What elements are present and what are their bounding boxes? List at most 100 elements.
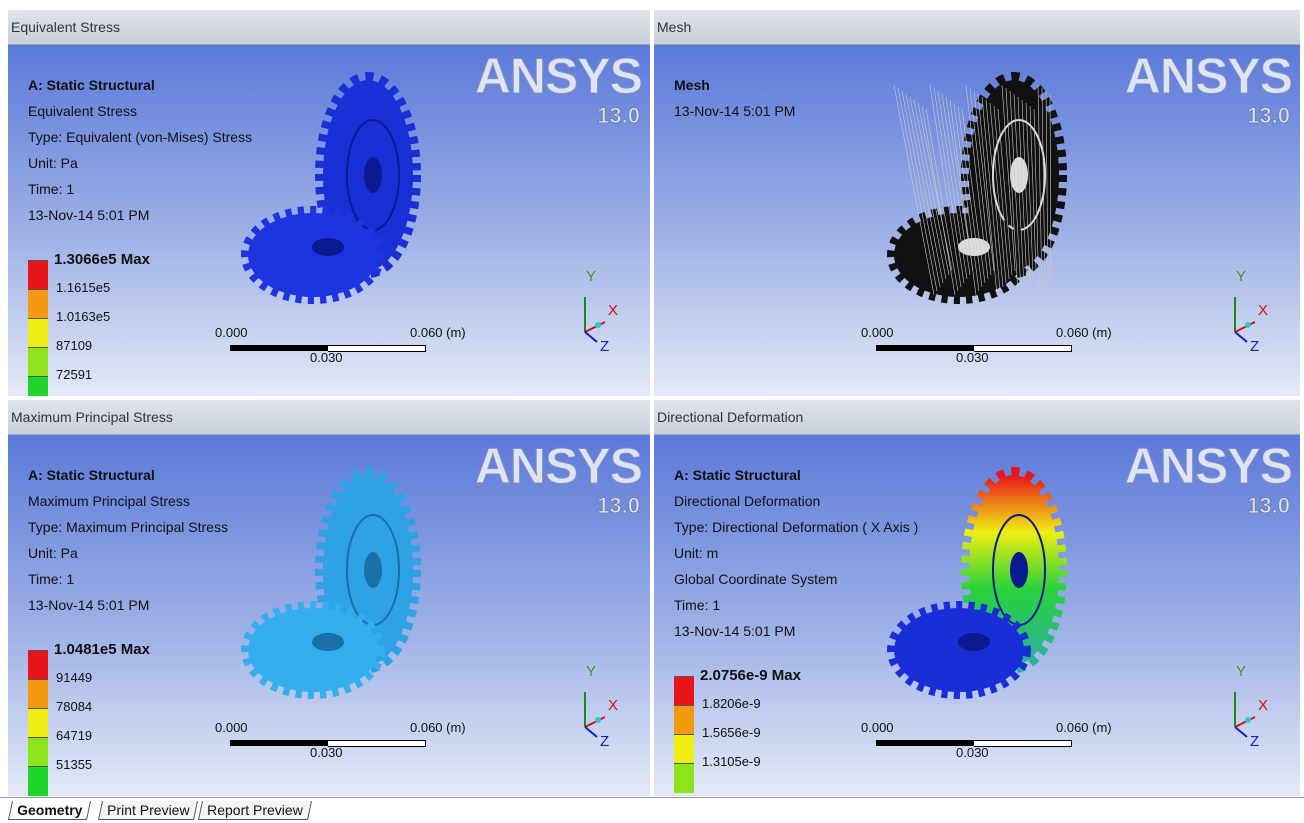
viewport-title: Mesh (654, 10, 1300, 45)
gear-flat (248, 213, 378, 297)
scale-bar-white (328, 740, 426, 747)
legend-label: 87109 (56, 338, 92, 353)
info-line: 13-Nov-14 5:01 PM (674, 623, 795, 639)
viewport-body: A: Static Structural Equivalent Stress Typ… (8, 45, 650, 396)
info-line: Type: Directional Deformation ( X Axis ) (674, 519, 918, 535)
info-line: Unit: Pa (28, 155, 78, 171)
ansys-logo: ANSYS (475, 47, 642, 105)
axis-x (1235, 322, 1255, 332)
axis-label: Z (600, 338, 609, 355)
scale-label: 0.060 (m) (1056, 325, 1112, 340)
axis-z (585, 727, 597, 737)
info-line: Unit: m (674, 545, 718, 561)
scale-label: 0.000 (861, 720, 894, 735)
scale-bar-white (974, 740, 1072, 747)
ansys-logo: ANSYS (475, 437, 642, 495)
legend-label: 1.0163e5 (56, 309, 110, 324)
legend-label: 1.1615e5 (56, 280, 110, 295)
legend-label: 1.3066e5 Max (54, 251, 150, 268)
gear-flat-bore (312, 238, 344, 256)
axis-x (585, 717, 605, 727)
gear-bore (1010, 552, 1028, 588)
gear-flat-bore (312, 633, 344, 651)
gear-flat (248, 608, 378, 692)
info-line: Directional Deformation (674, 493, 820, 509)
legend-swatch (674, 705, 694, 735)
axis-triad: YXZ (1220, 267, 1280, 357)
legend-label: 91449 (56, 670, 92, 685)
info-line: Type: Maximum Principal Stress (28, 519, 228, 535)
axis-triad: YXZ (570, 267, 630, 357)
info-line: 13-Nov-14 5:01 PM (28, 597, 149, 613)
gear-flat-bore (958, 633, 990, 651)
heading: A: Static Structural (28, 77, 155, 93)
axis-label: X (608, 697, 618, 714)
axis-label: X (1258, 302, 1268, 319)
gear-bore (364, 157, 382, 193)
axis-triad: YXZ (570, 662, 630, 752)
viewport-body: A: Static Structural Maximum Principal St… (8, 435, 650, 796)
axis-label: X (608, 302, 618, 319)
heading: Mesh (674, 77, 710, 93)
legend-swatch (28, 376, 48, 396)
legend-label: 64719 (56, 728, 92, 743)
tab[interactable]: Print Preview (98, 801, 199, 820)
tab[interactable]: Report Preview (198, 801, 312, 820)
scale-label: 0.000 (215, 720, 248, 735)
legend-label: 72591 (56, 367, 92, 382)
legend-swatch (28, 679, 48, 709)
legend-label: 2.0756e-9 Max (700, 667, 801, 684)
legend-swatch (28, 318, 48, 348)
viewport-body: A: Static Structural Directional Deformat… (654, 435, 1300, 796)
axis-label: Z (1250, 338, 1259, 355)
info-line: Global Coordinate System (674, 571, 837, 587)
info-line: Maximum Principal Stress (28, 493, 190, 509)
scale-label: 0.060 (m) (410, 720, 466, 735)
legend-swatch (674, 763, 694, 793)
tab[interactable]: Geometry (8, 801, 91, 820)
info-line: 13-Nov-14 5:01 PM (674, 103, 795, 119)
legend-label: 51355 (56, 757, 92, 772)
legend-swatch (674, 676, 694, 706)
version: 13.0 (597, 493, 640, 519)
heading: A: Static Structural (28, 467, 155, 483)
info-line: Time: 1 (28, 181, 74, 197)
legend-label: 1.3105e-9 (702, 754, 761, 769)
gear-bore (364, 552, 382, 588)
legend-swatch (28, 347, 48, 377)
scale-label: 0.030 (956, 745, 989, 760)
legend-swatch (28, 737, 48, 767)
axis-triad: YXZ (1220, 662, 1280, 752)
viewport: Equivalent Stress A: Static Structural Equ… (8, 10, 650, 396)
axis-origin (595, 322, 601, 328)
info-line: Equivalent Stress (28, 103, 137, 119)
legend-label: 1.8206e-9 (702, 696, 761, 711)
info-line: Time: 1 (674, 597, 720, 613)
axis-z (585, 332, 597, 342)
scale-label: 0.030 (310, 350, 343, 365)
heading: A: Static Structural (674, 467, 801, 483)
scale-bar-white (328, 345, 426, 352)
axis-label: X (1258, 697, 1268, 714)
legend-swatch (28, 650, 48, 680)
axis-z (1235, 727, 1247, 737)
scale-label: 0.000 (861, 325, 894, 340)
info-line: Type: Equivalent (von-Mises) Stress (28, 129, 252, 145)
axis-x (1235, 717, 1255, 727)
legend-swatch (674, 734, 694, 764)
axis-label: Y (1236, 663, 1246, 680)
viewport-title: Equivalent Stress (8, 10, 650, 45)
legend-swatch (28, 260, 48, 290)
viewport-title: Maximum Principal Stress (8, 400, 650, 435)
ansys-logo: ANSYS (1125, 437, 1292, 495)
legend-swatch (28, 708, 48, 738)
version: 13.0 (1247, 103, 1290, 129)
scale-label: 0.060 (m) (410, 325, 466, 340)
legend-swatch (28, 766, 48, 796)
legend-label: 1.5656e-9 (702, 725, 761, 740)
version: 13.0 (597, 103, 640, 129)
